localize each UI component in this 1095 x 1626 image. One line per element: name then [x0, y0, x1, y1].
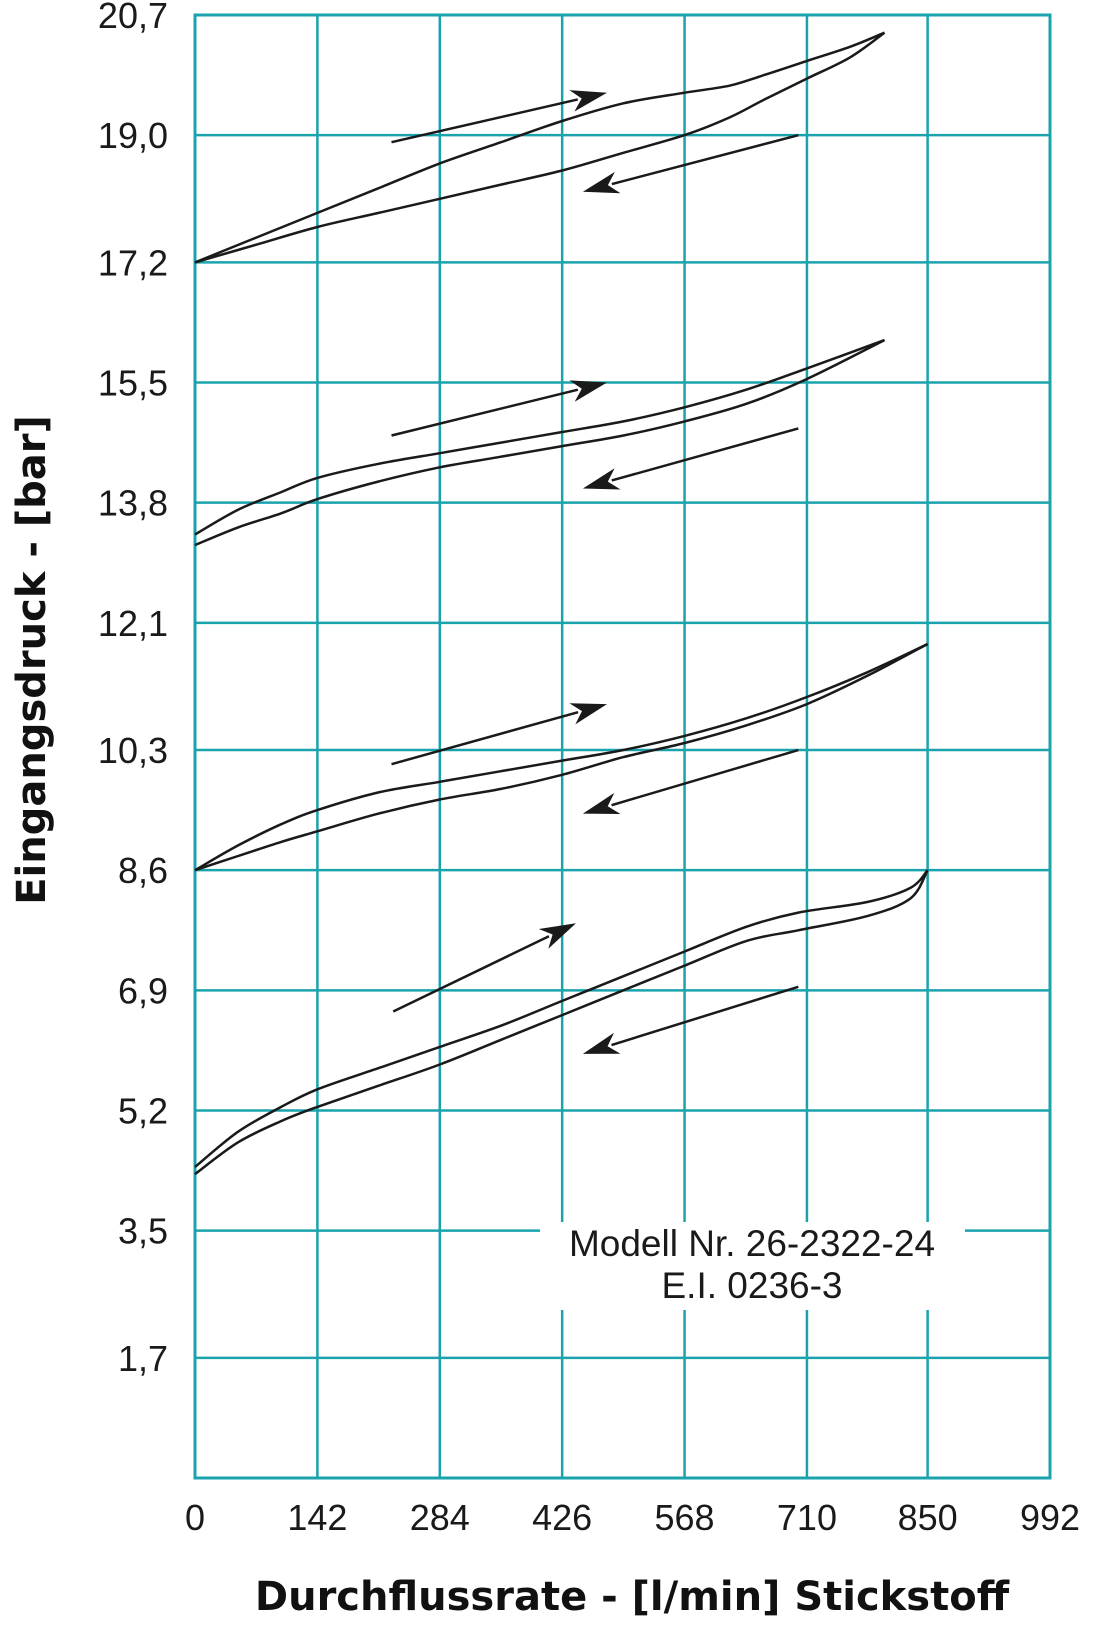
pressure-curve: [194, 31, 886, 264]
direction-arrow-shaft: [391, 710, 579, 766]
direction-arrow-shaft: [611, 985, 799, 1047]
y-tick-labels: 1,7 3,5 5,2 6,9 8,6 10,3 12,1 13,8 15,5 17,2 19,0 2…: [98, 0, 168, 1379]
direction-arrow-shaft: [611, 427, 799, 482]
x-tick-label: 568: [655, 1497, 715, 1538]
y-tick-label: 1,7: [118, 1338, 168, 1379]
pressure-curve: [194, 338, 886, 547]
y-tick-label: 19,0: [98, 115, 168, 156]
x-axis-title: Durchflussrate - [l/min] Stickstoff: [255, 1574, 1010, 1620]
pressure-curve: [194, 338, 885, 536]
direction-arrows: [391, 90, 799, 1054]
pressure-curve: [194, 31, 885, 264]
direction-arrow-shaft: [611, 748, 799, 807]
y-tick-label: 15,5: [98, 363, 168, 404]
x-tick-label: 850: [898, 1497, 958, 1538]
direction-arrow-head: [582, 1032, 621, 1054]
y-tick-label: 3,5: [118, 1211, 168, 1252]
y-tick-label: 10,3: [98, 730, 168, 771]
direction-arrow-head: [582, 171, 621, 194]
y-tick-label: 6,9: [118, 970, 168, 1011]
direction-arrow-shaft: [391, 388, 579, 437]
ei-number-label: E.I. 0236-3: [661, 1265, 842, 1306]
direction-arrow-head: [582, 468, 621, 490]
y-tick-label: 8,6: [118, 850, 168, 891]
annotation-background: [540, 1222, 965, 1310]
direction-arrow-head: [569, 380, 607, 402]
plot-frame: [193, 13, 1052, 1480]
y-tick-label: 12,1: [98, 603, 168, 644]
direction-arrow-head: [569, 703, 607, 725]
pressure-curve: [194, 869, 929, 1176]
x-tick-label: 710: [777, 1497, 837, 1538]
y-tick-label: 20,7: [98, 0, 168, 36]
x-tick-label: 142: [287, 1497, 347, 1538]
direction-arrow-shaft: [611, 133, 799, 186]
direction-arrow-head: [582, 792, 621, 814]
pressure-curve: [194, 869, 929, 1168]
x-tick-label: 426: [532, 1497, 592, 1538]
pressure-curve: [194, 642, 929, 872]
x-tick-label: 284: [410, 1497, 470, 1538]
y-tick-label: 13,8: [98, 483, 168, 524]
grid-lines: [195, 15, 1050, 1478]
y-tick-label: 5,2: [118, 1090, 168, 1131]
model-number-label: Modell Nr. 26-2322-24: [569, 1223, 935, 1264]
direction-arrow-shaft: [392, 935, 550, 1013]
y-tick-label: 17,2: [98, 242, 168, 283]
x-tick-labels: 0 142 284 426 568 710 850 992: [185, 1497, 1080, 1538]
y-axis-title: Eingangsdruck - [bar]: [9, 415, 55, 905]
direction-arrow-shaft: [391, 98, 579, 144]
direction-arrow-head: [569, 90, 607, 112]
pressure-curve: [194, 642, 929, 872]
curves: [194, 31, 929, 1176]
x-tick-label: 0: [185, 1497, 205, 1538]
direction-arrow-head: [538, 923, 576, 949]
x-tick-label: 992: [1020, 1497, 1080, 1538]
